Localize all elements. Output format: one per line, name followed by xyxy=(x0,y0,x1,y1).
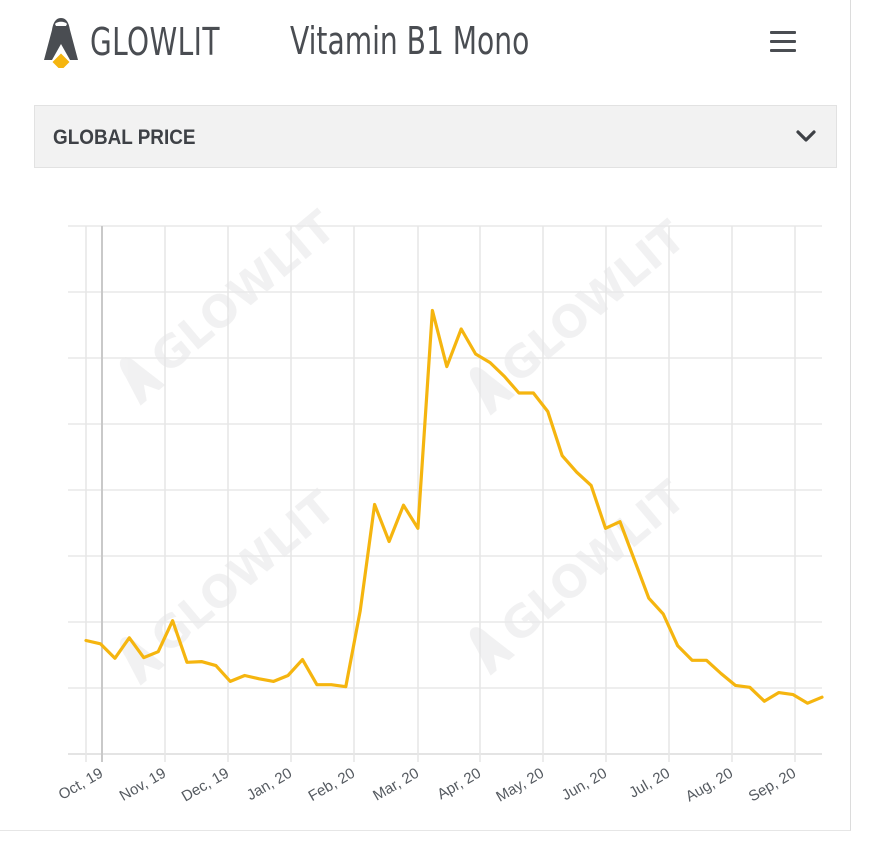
x-tick-label: Apr, 20 xyxy=(434,765,484,803)
x-tick-label: Mar, 20 xyxy=(370,765,422,805)
header: GLOWLIT Vitamin B1 Mono xyxy=(0,0,850,90)
hamburger-menu-icon[interactable] xyxy=(766,27,800,57)
svg-text:GLOWLIT: GLOWLIT xyxy=(492,471,696,653)
svg-text:GLOWLIT: GLOWLIT xyxy=(492,211,696,393)
x-tick-label: Oct, 19 xyxy=(56,765,106,804)
brand-logo[interactable]: GLOWLIT xyxy=(42,16,248,68)
x-tick-label: May, 20 xyxy=(493,765,547,806)
x-tick-label: Aug, 20 xyxy=(683,765,736,806)
x-tick-label: Feb, 20 xyxy=(305,765,358,805)
x-tick-label: Jul, 20 xyxy=(626,765,673,802)
rocket-logo-icon xyxy=(44,18,78,68)
price-line xyxy=(84,308,824,705)
dropdown-label: GLOBAL PRICE xyxy=(53,126,196,149)
chart-grid xyxy=(68,225,822,762)
page: GLOWLIT Vitamin B1 Mono GLOBAL PRICE GLO… xyxy=(0,0,851,831)
x-tick-label: Dec, 19 xyxy=(179,765,232,806)
x-tick-label: Jan, 20 xyxy=(244,765,295,804)
page-title: Vitamin B1 Mono xyxy=(290,19,530,63)
global-price-dropdown[interactable]: GLOBAL PRICE xyxy=(34,105,837,168)
brand-name: GLOWLIT xyxy=(90,20,220,64)
chevron-down-icon[interactable] xyxy=(795,128,817,144)
x-tick-label: Sep, 20 xyxy=(746,765,799,806)
svg-text:GLOWLIT: GLOWLIT xyxy=(142,481,346,663)
x-axis-labels: Oct, 19 Nov, 19 Dec, 19 Jan, 20 Feb, 20 Mar, … xyxy=(56,765,799,806)
x-tick-label: Jun, 20 xyxy=(559,765,610,804)
x-tick-label: Nov, 19 xyxy=(117,765,169,805)
